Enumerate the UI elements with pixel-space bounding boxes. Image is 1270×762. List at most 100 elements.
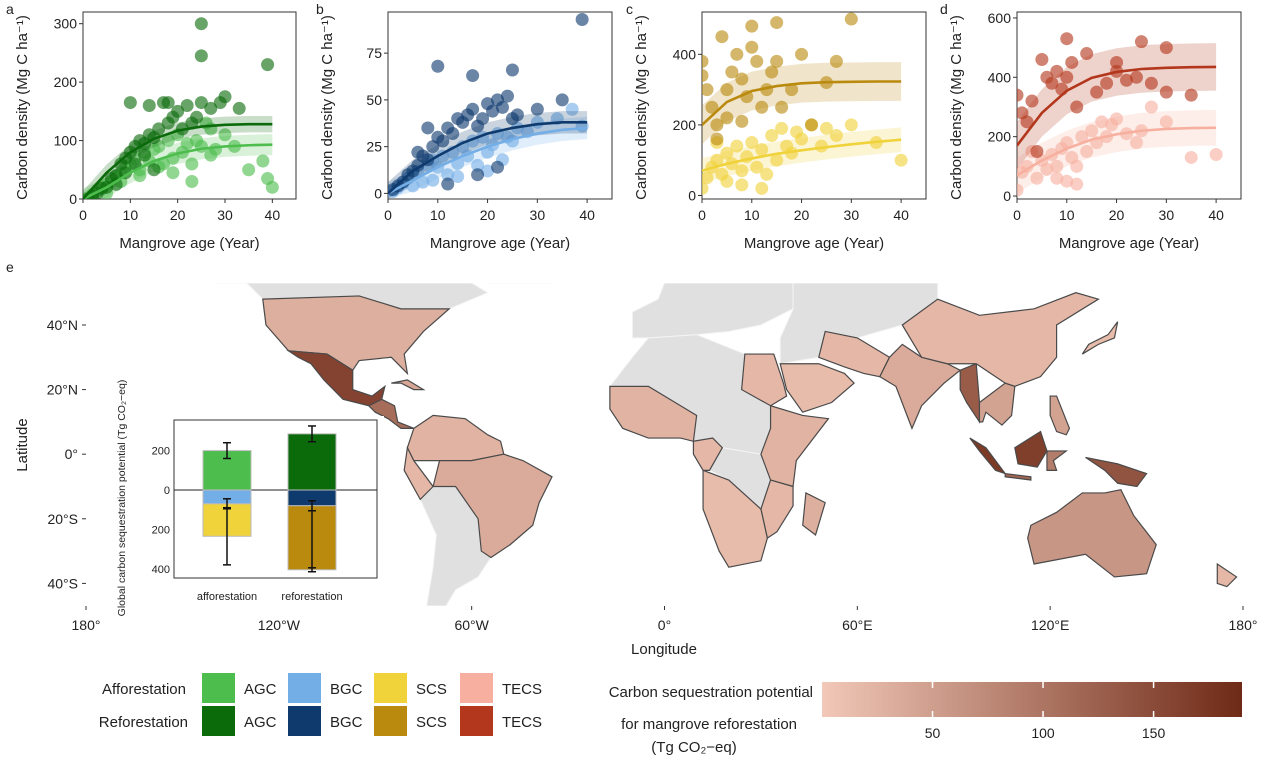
data-point-scs_ref	[735, 72, 749, 86]
x-tick-label: 30	[844, 207, 860, 223]
y-tick-label: 0	[374, 185, 382, 201]
lon-tick-label: 180°	[1229, 617, 1258, 633]
x-tick-label: 10	[744, 207, 760, 223]
data-point-scs_aff	[745, 136, 759, 150]
x-tick-label: 30	[530, 207, 546, 223]
data-point-agc_ref	[218, 90, 232, 104]
data-point-scs_ref	[765, 65, 779, 79]
panel-label: d	[940, 1, 948, 17]
legend-swatch-tecs_aff	[460, 673, 493, 703]
country-region	[802, 492, 826, 536]
inset-y-title: Global carbon sequestration potential (T…	[116, 380, 128, 617]
data-point-scs_aff	[735, 178, 749, 192]
data-point-agc_aff	[209, 142, 223, 156]
data-point-agc_ref	[204, 101, 218, 115]
x-tick-label: 0	[1013, 207, 1021, 223]
data-point-bgc_aff	[441, 168, 455, 182]
data-point-bgc_ref	[421, 121, 435, 135]
inset-y-tick: 400	[152, 564, 170, 576]
data-point-scs_aff	[819, 121, 833, 135]
data-point-bgc_ref	[446, 127, 460, 141]
data-point-scs_ref	[720, 111, 734, 125]
map-y-axis-title: Latitude	[14, 418, 31, 471]
legend-label: BGC	[330, 714, 363, 731]
lat-tick-label: 20°N	[47, 382, 78, 398]
bar-agc	[287, 433, 337, 491]
data-point-tecs_aff	[1080, 145, 1094, 159]
plot-area	[83, 17, 279, 199]
data-point-bgc_ref	[486, 104, 500, 118]
colorbar-title: Carbon sequestration potential	[609, 684, 813, 701]
data-point-scs_aff	[710, 153, 724, 167]
data-point-bgc_aff	[565, 102, 579, 116]
fit-line-agc_aff	[83, 143, 273, 199]
data-point-tecs_aff	[1085, 124, 1099, 138]
confidence-band-agc_aff	[83, 134, 273, 199]
data-point-agc_ref	[190, 110, 204, 124]
data-point-scs_aff	[829, 128, 843, 142]
y-axis-title: Carbon density (Mg C ha⁻¹)	[14, 15, 31, 200]
y-tick-label: 300	[54, 16, 78, 32]
colorbar-tick-label: 150	[1142, 725, 1166, 741]
data-point-scs_aff	[775, 121, 789, 135]
lon-tick-label: 120°E	[1031, 617, 1069, 633]
data-point-tecs_aff	[1020, 159, 1034, 173]
data-point-agc_aff	[166, 166, 180, 180]
data-point-tecs_ref	[1110, 55, 1124, 69]
data-point-bgc_ref	[476, 112, 490, 126]
y-tick-label: 50	[366, 92, 382, 108]
data-point-tecs_ref	[1159, 41, 1173, 55]
data-point-agc_ref	[123, 96, 137, 110]
country-region	[901, 292, 1100, 387]
data-point-tecs_ref	[1060, 32, 1074, 46]
lon-tick-label: 180°	[72, 617, 101, 633]
data-point-tecs_aff	[1095, 115, 1109, 129]
x-tick-label: 0	[79, 207, 87, 223]
fit-line-scs_aff	[702, 138, 902, 173]
data-point-bgc_aff	[416, 175, 430, 189]
data-point-agc_aff	[185, 174, 199, 188]
inset-bar-chart: afforestation reforestation 200 0 200 400 Glob…	[94, 380, 384, 617]
map-x-axis-title: Longitude	[631, 641, 697, 658]
legend-label: AGC	[244, 681, 277, 698]
legend-label: TECS	[502, 714, 542, 731]
country-region	[432, 453, 553, 559]
legend: Afforestation Reforestation AGC AGC BGC BGC SC…	[99, 673, 542, 736]
x-tick-label: 20	[1109, 207, 1125, 223]
data-point-tecs_ref	[1065, 55, 1079, 69]
x-tick-label: 40	[1208, 207, 1224, 223]
legend-swatch-bgc_aff	[288, 673, 321, 703]
legend-label: TECS	[502, 681, 542, 698]
data-point-scs_aff	[750, 160, 764, 174]
country-region	[1004, 472, 1032, 481]
data-point-tecs_ref	[1035, 52, 1049, 66]
data-point-scs_ref	[702, 83, 714, 97]
scatter-panel-c: c 0 200 400 0 10 20 30 40 Mangrove age (Year) Carb…	[626, 1, 927, 252]
legend-swatch-agc_ref	[202, 706, 235, 736]
data-point-scs_ref	[715, 30, 729, 44]
data-point-bgc_ref	[500, 89, 514, 103]
data-point-agc_ref	[147, 163, 161, 177]
data-point-scs_ref	[805, 118, 819, 132]
fit-line-bgc_aff	[388, 126, 588, 195]
data-point-tecs_aff	[1075, 130, 1089, 144]
data-point-tecs_ref	[1184, 88, 1198, 102]
x-tick-label: 0	[384, 207, 392, 223]
data-point-bgc_ref	[431, 59, 445, 73]
x-tick-label: 40	[579, 207, 595, 223]
data-point-scs_aff	[735, 164, 749, 178]
lat-tick-label: 40°S	[47, 575, 78, 591]
data-point-agc_ref	[119, 166, 133, 180]
data-point-agc_ref	[194, 49, 208, 63]
data-point-scs_ref	[844, 12, 858, 26]
data-point-scs_aff	[730, 139, 744, 153]
country-region	[1216, 562, 1238, 588]
panel-label: e	[6, 259, 14, 275]
country-region	[1027, 489, 1157, 578]
data-point-scs_ref	[725, 65, 739, 79]
data-point-scs_ref	[785, 83, 799, 97]
x-tick-label: 0	[698, 207, 706, 223]
data-point-scs_ref	[829, 54, 843, 68]
data-point-tecs_aff	[1030, 171, 1044, 185]
